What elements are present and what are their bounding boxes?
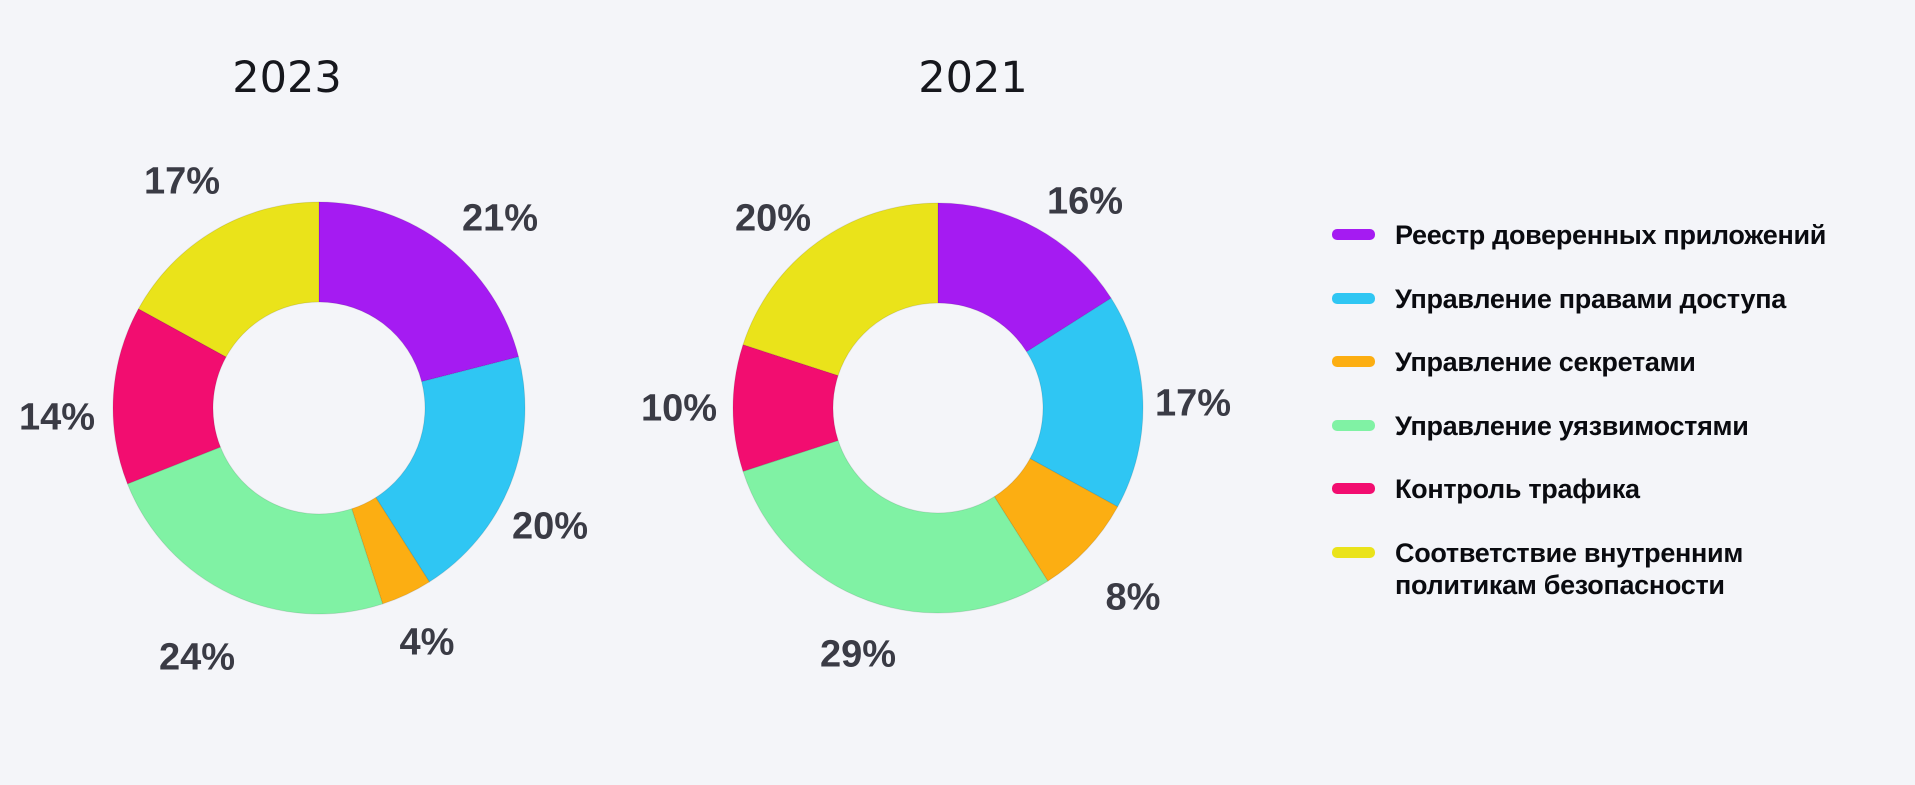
legend-item-6: Соответствие внутренним политикам безопа… (1332, 537, 1780, 601)
legend-label-1: Реестр доверенных приложений (1395, 220, 1827, 250)
legend-label-5: Контроль трафика (1395, 474, 1640, 504)
donut-2021-slice-4 (742, 439, 1049, 614)
pct-label-2023-4: 24% (158, 636, 236, 679)
legend-swatch-1 (1332, 229, 1375, 240)
donut-2023-slice-4 (126, 446, 384, 615)
pct-label-2023-2: 20% (511, 505, 589, 548)
legend-swatch-3 (1332, 356, 1375, 367)
donut-2021-slice-2 (1026, 297, 1144, 508)
legend-swatch-5 (1332, 483, 1375, 494)
pct-label-2021-5: 10% (640, 387, 718, 430)
pct-label-2021-4: 29% (819, 633, 897, 676)
legend-swatch-2 (1332, 292, 1375, 304)
legend-label-2: Управление правами доступа (1395, 283, 1786, 314)
pct-label-2021-6: 20% (734, 197, 812, 240)
legend-swatch-6 (1332, 546, 1375, 558)
pct-label-2023-3: 4% (399, 621, 455, 664)
legend-item-5: Контроль трафика (1332, 473, 1640, 505)
legend-label-4: Управление уязвимостями (1395, 410, 1749, 441)
donut-2023-slice-5 (112, 308, 227, 485)
donut-2021-slice-6 (742, 202, 939, 377)
legend-item-1: Реестр доверенных приложений (1332, 219, 1826, 251)
pct-label-2023-1: 21% (461, 197, 539, 240)
legend-label-6: Соответствие внутренним политикам безопа… (1395, 537, 1744, 600)
legend-label-3: Управление секретами (1395, 347, 1696, 377)
donut-2023-slice-2 (375, 356, 526, 583)
legend-swatch-4 (1332, 419, 1375, 431)
legend-item-2: Управление правами доступа (1332, 283, 1786, 315)
donut-2021-slice-1 (937, 202, 1112, 353)
donut-2023-slice-6 (137, 201, 320, 358)
pct-label-2021-2: 17% (1154, 382, 1232, 425)
pct-label-2023-5: 14% (18, 396, 96, 439)
pct-label-2023-6: 17% (143, 160, 221, 203)
donut-2021-slice-5 (732, 344, 839, 472)
chart-title-2023: 2023 (232, 53, 342, 103)
pct-label-2021-3: 8% (1105, 576, 1161, 619)
pct-label-2021-1: 16% (1046, 180, 1124, 223)
legend-item-4: Управление уязвимостями (1332, 410, 1749, 442)
donut-2023-slice-1 (318, 201, 520, 383)
chart-title-2021: 2021 (918, 53, 1028, 103)
legend-item-3: Управление секретами (1332, 346, 1696, 378)
